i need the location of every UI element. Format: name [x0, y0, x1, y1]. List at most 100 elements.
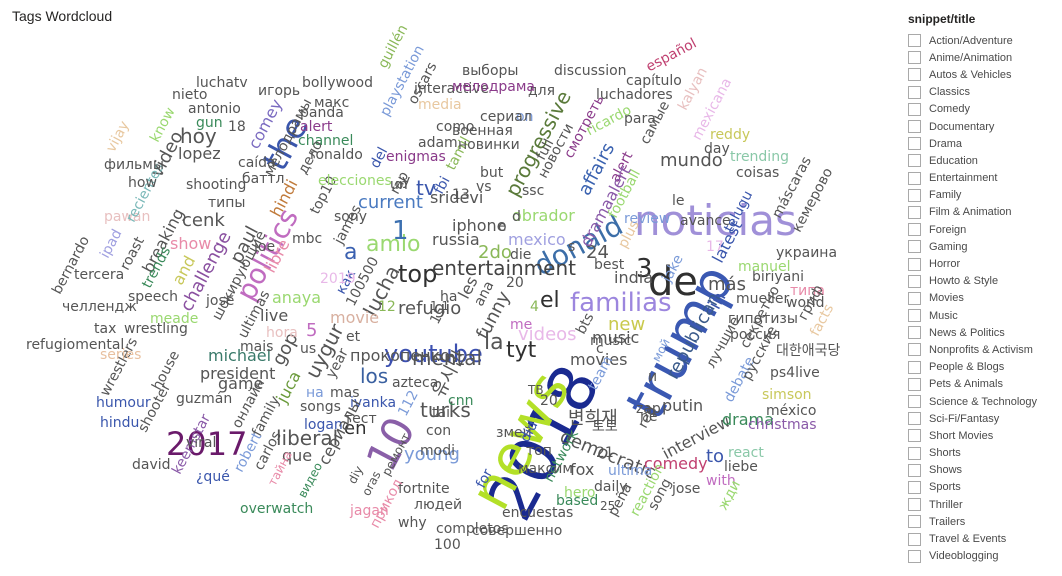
- wordcloud-word[interactable]: die: [510, 247, 532, 263]
- slicer-item[interactable]: Entertainment: [908, 170, 1058, 187]
- checkbox[interactable]: [908, 360, 921, 374]
- slicer-item[interactable]: Music: [908, 307, 1058, 324]
- wordcloud-word[interactable]: mexico: [508, 230, 566, 249]
- slicer-item[interactable]: Movies: [908, 290, 1058, 307]
- wordcloud-word[interactable]: music: [590, 333, 632, 349]
- checkbox[interactable]: [908, 223, 921, 237]
- wordcloud-word[interactable]: ne: [640, 409, 658, 425]
- wordcloud-word[interactable]: anaya: [272, 288, 322, 307]
- wordcloud-word[interactable]: 21: [596, 445, 614, 461]
- checkbox[interactable]: [908, 34, 921, 48]
- wordcloud-word[interactable]: 20: [506, 275, 524, 291]
- slicer-item[interactable]: Comedy: [908, 101, 1058, 118]
- wordcloud-word[interactable]: david: [132, 457, 171, 473]
- wordcloud-word[interactable]: why: [398, 515, 427, 531]
- wordcloud-word[interactable]: familias: [570, 288, 672, 318]
- wordcloud-word[interactable]: viral: [186, 435, 217, 451]
- wordcloud-word[interactable]: avance: [680, 213, 731, 229]
- wordcloud-word[interactable]: liebe: [724, 459, 758, 475]
- wordcloud-word[interactable]: más: [708, 274, 746, 295]
- wordcloud-word[interactable]: wrestling: [124, 321, 188, 337]
- wordcloud-word[interactable]: mais: [240, 339, 274, 355]
- wordcloud-word[interactable]: ТВ: [528, 383, 544, 397]
- wordcloud-word[interactable]: 12: [378, 299, 396, 315]
- wordcloud-word[interactable]: adam: [418, 135, 458, 151]
- wordcloud-word[interactable]: 5: [306, 320, 318, 341]
- wordcloud-word[interactable]: mueller: [736, 291, 790, 307]
- wordcloud-word[interactable]: michael: [208, 346, 272, 365]
- checkbox[interactable]: [908, 154, 921, 168]
- wordcloud-word[interactable]: pawan: [104, 209, 151, 225]
- checkbox[interactable]: [908, 240, 921, 254]
- wordcloud-word[interactable]: ipad: [97, 226, 126, 262]
- wordcloud-word[interactable]: украина: [776, 245, 838, 261]
- wordcloud-word[interactable]: luchatv: [196, 75, 248, 91]
- wordcloud-word[interactable]: reddy: [710, 127, 751, 143]
- wordcloud-word[interactable]: ps4live: [770, 365, 820, 381]
- checkbox[interactable]: [908, 412, 921, 426]
- slicer-item[interactable]: News & Politics: [908, 324, 1058, 341]
- wordcloud-word[interactable]: максим: [518, 461, 573, 477]
- wordcloud-word[interactable]: для: [528, 83, 556, 99]
- slicer-item[interactable]: Action/Adventure: [908, 32, 1058, 49]
- wordcloud-word[interactable]: гипотизы: [728, 311, 798, 327]
- wordcloud-word[interactable]: speech: [128, 289, 178, 305]
- wordcloud-word[interactable]: music: [592, 328, 640, 347]
- wordcloud-word[interactable]: putin: [662, 396, 704, 415]
- wordcloud-word[interactable]: guzmán: [176, 391, 233, 407]
- wordcloud-word[interactable]: review: [624, 211, 671, 227]
- wordcloud-word[interactable]: manuel: [738, 259, 791, 275]
- wordcloud-word[interactable]: enigmas: [386, 149, 446, 165]
- wordcloud-word[interactable]: vs: [476, 179, 492, 195]
- wordcloud-word[interactable]: best: [594, 257, 625, 273]
- slicer-item[interactable]: Horror: [908, 255, 1058, 272]
- wordcloud-word[interactable]: capítulo: [626, 73, 682, 89]
- wordcloud-word[interactable]: s: [568, 239, 576, 255]
- wordcloud-word[interactable]: et: [346, 329, 361, 345]
- checkbox[interactable]: [908, 188, 921, 202]
- wordcloud-word[interactable]: fox: [570, 460, 595, 479]
- wordcloud-word[interactable]: фильмы: [104, 157, 164, 173]
- wordcloud-word[interactable]: bernardo: [49, 233, 94, 298]
- wordcloud-word[interactable]: modi: [420, 443, 455, 459]
- slicer-item[interactable]: Foreign: [908, 221, 1058, 238]
- wordcloud-word[interactable]: zap: [636, 401, 661, 417]
- wordcloud-word[interactable]: 2019: [320, 271, 356, 287]
- wordcloud-word[interactable]: 1: [392, 216, 409, 246]
- wordcloud-word[interactable]: current: [358, 192, 423, 213]
- checkbox[interactable]: [908, 446, 921, 460]
- wordcloud-word[interactable]: 1.1: [430, 299, 450, 313]
- wordcloud-word[interactable]: россия: [730, 327, 781, 343]
- wordcloud-word[interactable]: but: [480, 165, 504, 181]
- wordcloud-word[interactable]: day: [704, 141, 730, 157]
- wordcloud-word[interactable]: mas: [330, 385, 360, 401]
- slicer-item[interactable]: Pets & Animals: [908, 376, 1058, 393]
- wordcloud-word[interactable]: и: [648, 369, 658, 385]
- wordcloud-word[interactable]: to: [706, 446, 725, 467]
- wordcloud-word[interactable]: мелодрама: [452, 79, 535, 95]
- wordcloud-word[interactable]: тест: [344, 411, 377, 427]
- wordcloud-word[interactable]: 2017: [166, 425, 248, 463]
- slicer-item[interactable]: Shows: [908, 462, 1058, 479]
- wordcloud-word[interactable]: 20: [540, 393, 558, 409]
- wordcloud-word[interactable]: meade: [150, 311, 199, 327]
- slicer-item[interactable]: Sci-Fi/Fantasy: [908, 410, 1058, 427]
- wordcloud-word[interactable]: josé: [206, 293, 235, 309]
- wordcloud-word[interactable]: 대한애국당: [776, 343, 841, 359]
- wordcloud-word[interactable]: ha: [440, 289, 458, 305]
- checkbox[interactable]: [908, 326, 921, 340]
- wordcloud-word[interactable]: bollywood: [302, 75, 373, 91]
- wordcloud-word[interactable]: us: [300, 341, 317, 357]
- wordcloud-word[interactable]: sridevi: [430, 188, 484, 207]
- wordcloud-word[interactable]: caída: [238, 155, 276, 171]
- wordcloud-word[interactable]: типы: [208, 195, 246, 211]
- wordcloud-word[interactable]: para: [624, 111, 656, 127]
- wordcloud-word[interactable]: drama: [722, 410, 774, 429]
- wordcloud-word[interactable]: игорь: [258, 83, 301, 99]
- wordcloud-word[interactable]: 4: [530, 299, 539, 315]
- wordcloud-word[interactable]: c: [596, 341, 604, 357]
- wordcloud-word[interactable]: 100: [434, 537, 461, 553]
- wordcloud-word[interactable]: español: [643, 35, 700, 76]
- slicer-item[interactable]: Nonprofits & Activism: [908, 341, 1058, 358]
- checkbox[interactable]: [908, 515, 921, 529]
